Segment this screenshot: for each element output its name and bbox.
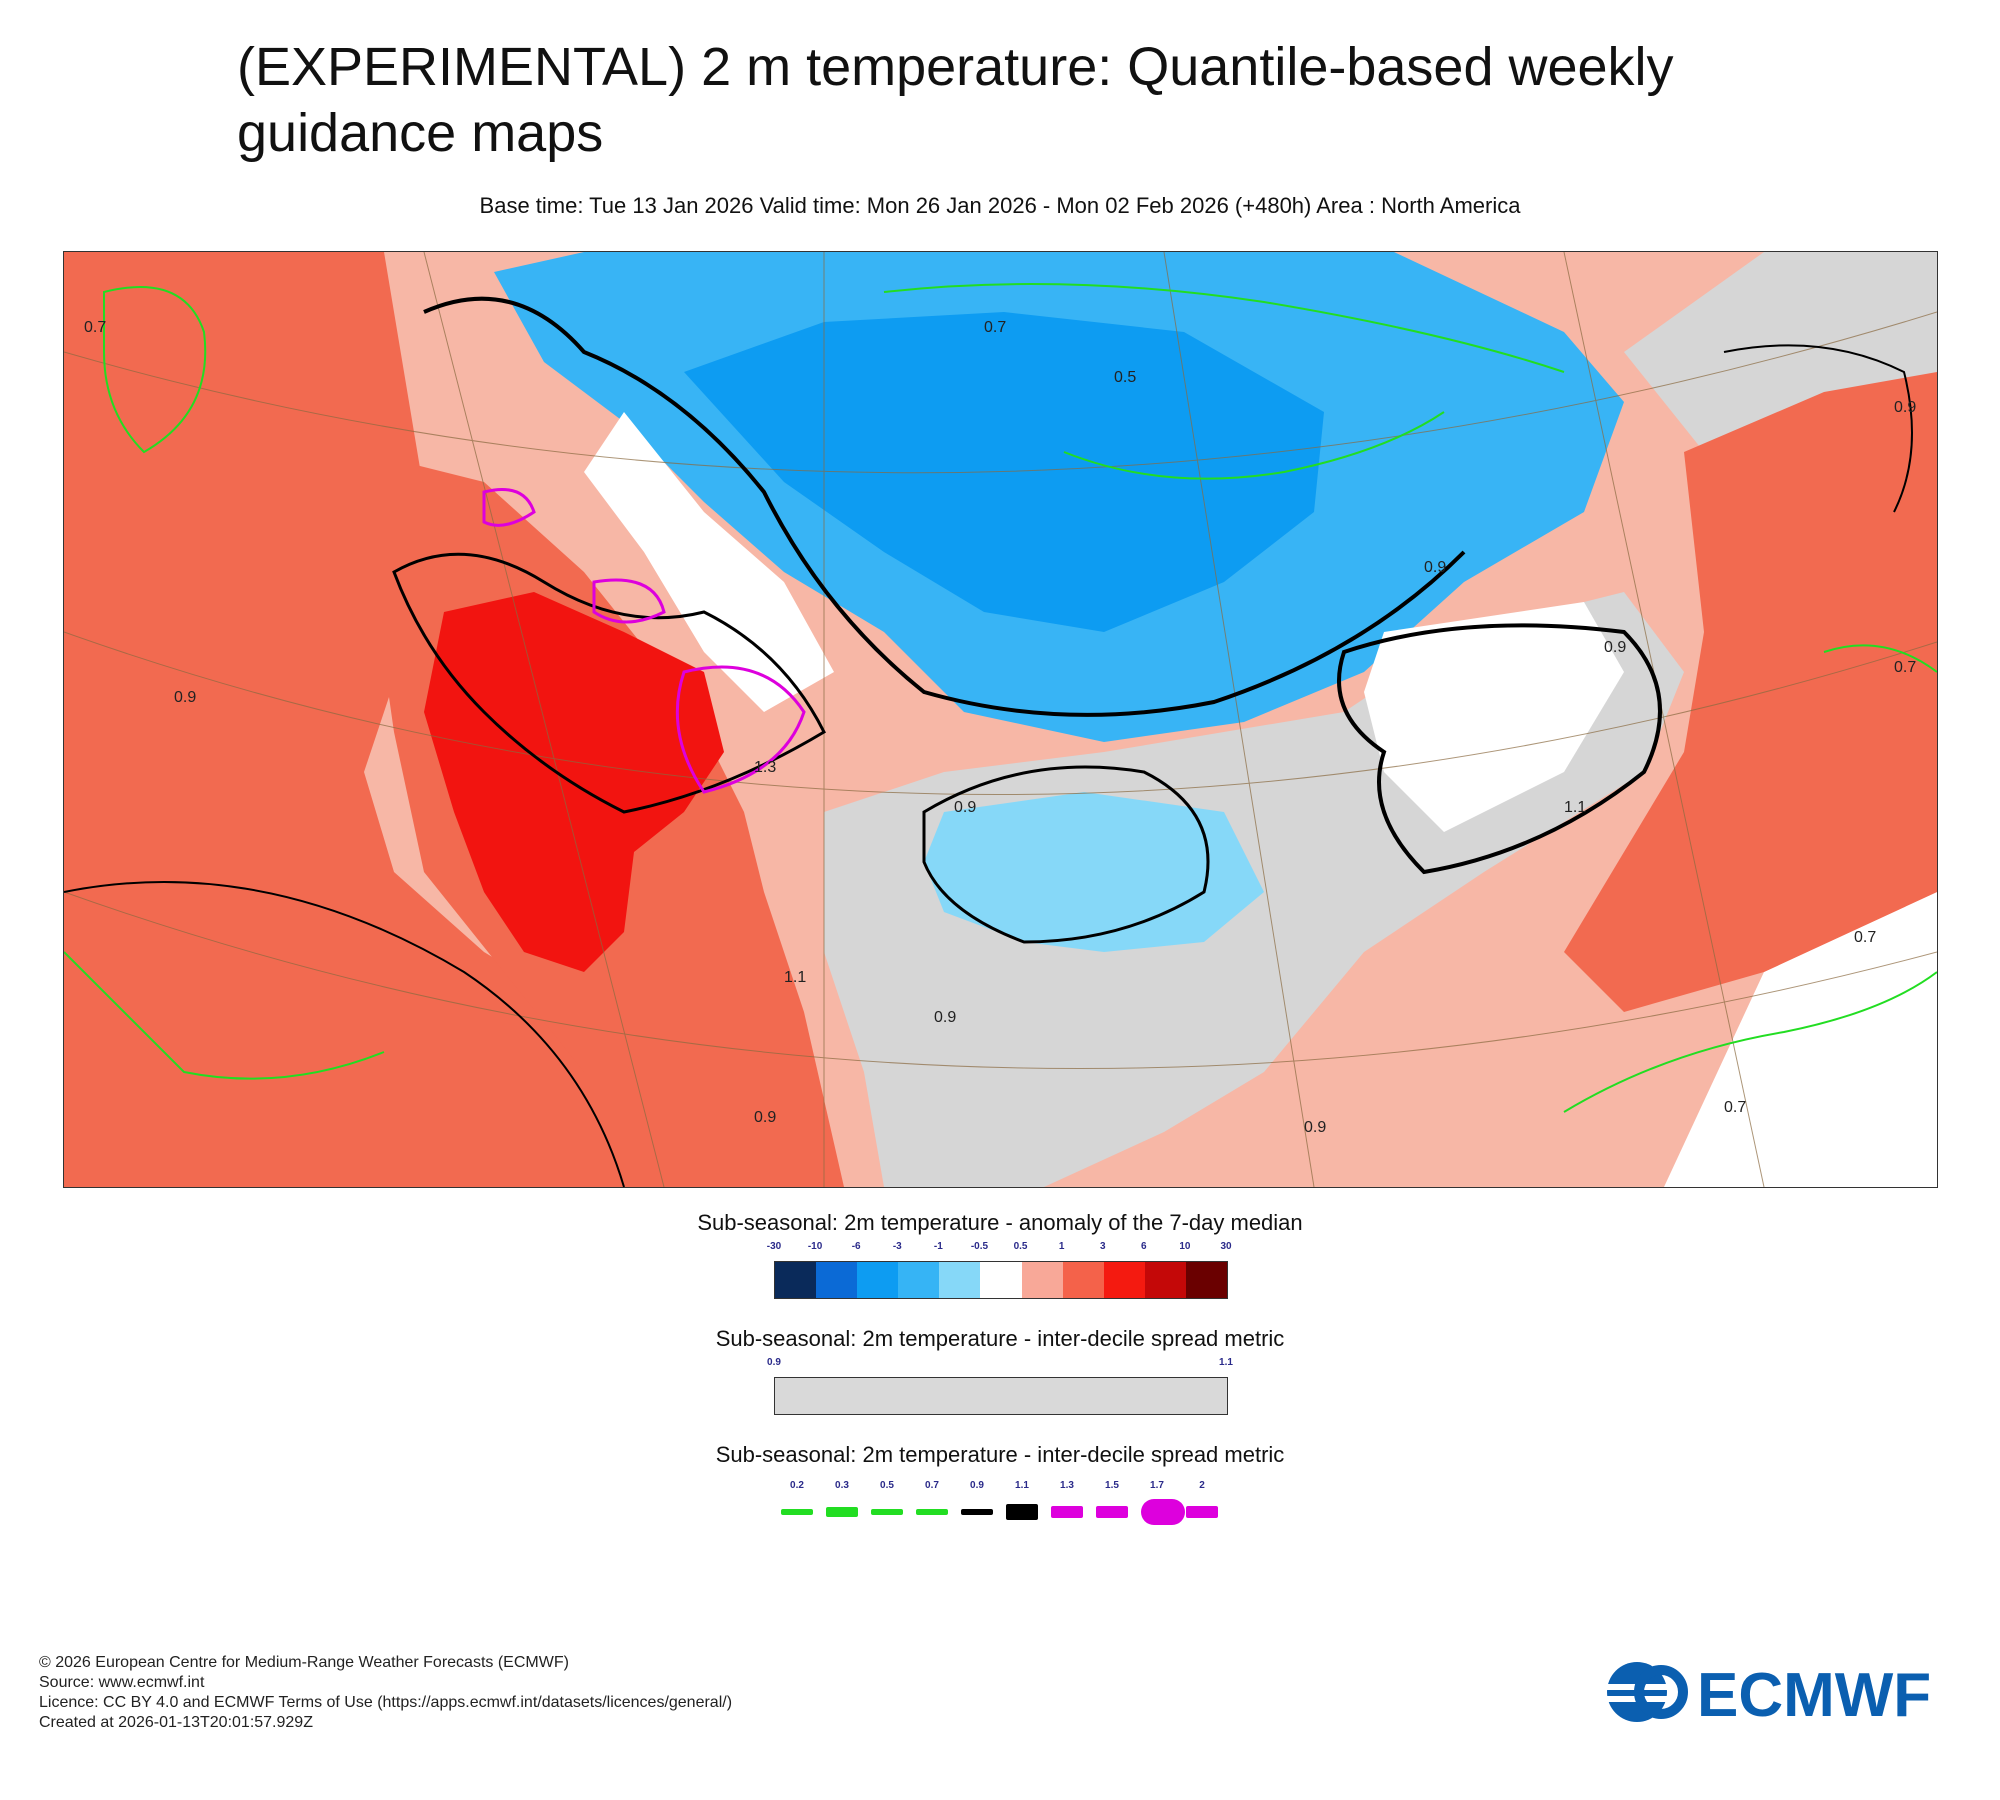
contour-label: 0.9 bbox=[1424, 559, 1446, 576]
spread-legend-title: Sub-seasonal: 2m temperature - inter-dec… bbox=[715, 1326, 1285, 1351]
line-tick: 1.3 bbox=[1060, 1480, 1074, 1491]
graticule bbox=[64, 252, 1937, 1187]
page-title: (EXPERIMENTAL) 2 m temperature: Quantile… bbox=[237, 37, 1674, 163]
contour-label: 0.7 bbox=[1894, 659, 1916, 676]
caribbean-neutral-region bbox=[1664, 892, 1937, 1187]
line-swatch bbox=[871, 1509, 903, 1515]
rocky-hot-region bbox=[424, 592, 724, 972]
colorbar-segment bbox=[1103, 1262, 1145, 1298]
spread-tick: 0.9 bbox=[767, 1357, 781, 1368]
footer: © 2026 European Centre for Medium-Range … bbox=[39, 1653, 732, 1733]
contour-label: 0.9 bbox=[754, 1109, 776, 1126]
colorbar-segment bbox=[1185, 1262, 1228, 1298]
spread-contours bbox=[64, 283, 1937, 1187]
spread-tick: 1.1 bbox=[1219, 1357, 1233, 1368]
line-swatch bbox=[1006, 1504, 1038, 1520]
anomaly-tick: -10 bbox=[807, 1241, 823, 1252]
line-tick: 1.7 bbox=[1150, 1480, 1164, 1491]
anomaly-tick: 10 bbox=[1179, 1241, 1191, 1252]
anomaly-tick: -6 bbox=[851, 1241, 861, 1252]
contour-label: 0.9 bbox=[1304, 1119, 1326, 1136]
southeast-cool-region bbox=[924, 792, 1264, 952]
pacific-warm-region bbox=[64, 252, 624, 1187]
contour-label: 0.7 bbox=[984, 319, 1006, 336]
contour-label: 0.9 bbox=[954, 799, 976, 816]
line-swatch bbox=[781, 1509, 813, 1515]
contour-label: 0.9 bbox=[1894, 399, 1916, 416]
line-swatch bbox=[916, 1509, 948, 1515]
colorbar-segment bbox=[816, 1262, 858, 1298]
contour-label: 0.7 bbox=[84, 319, 106, 336]
line-tick: 0.7 bbox=[925, 1480, 939, 1491]
contour-label: 0.5 bbox=[1114, 369, 1136, 386]
anomaly-tick: 0.5 bbox=[1013, 1241, 1028, 1252]
forecast-map[interactable]: 0.7 0.7 0.5 0.9 0.9 0.9 0.9 1.3 0.9 1.1 … bbox=[63, 251, 1938, 1188]
contour-labels: 0.7 0.7 0.5 0.9 0.9 0.9 0.9 1.3 0.9 1.1 … bbox=[84, 319, 1916, 1136]
anomaly-tick: 1 bbox=[1058, 1241, 1065, 1252]
anomaly-tick: -1 bbox=[933, 1241, 943, 1252]
line-legend-title: Sub-seasonal: 2m temperature - inter-dec… bbox=[715, 1442, 1285, 1467]
colorbar-segment bbox=[898, 1262, 940, 1298]
colorbar-segment bbox=[1062, 1262, 1104, 1298]
contour-label: 0.9 bbox=[934, 1009, 956, 1026]
line-swatch bbox=[961, 1509, 993, 1515]
colorbar-segment bbox=[1021, 1262, 1063, 1298]
anomaly-tick: 6 bbox=[1141, 1241, 1147, 1252]
colorbar-segment bbox=[857, 1262, 899, 1298]
colorbar-segment bbox=[775, 1262, 817, 1298]
created-text: Created at 2026-01-13T20:01:57.929Z bbox=[39, 1714, 313, 1731]
contour-label: 0.9 bbox=[174, 689, 196, 706]
anomaly-legend-title: Sub-seasonal: 2m temperature - anomaly o… bbox=[697, 1210, 1303, 1235]
anomaly-colorbar bbox=[774, 1261, 1228, 1299]
contour-label: 0.7 bbox=[1724, 1099, 1746, 1116]
line-tick: 0.2 bbox=[790, 1480, 804, 1491]
line-swatch bbox=[1186, 1506, 1218, 1518]
line-tick: 1.1 bbox=[1015, 1480, 1029, 1491]
licence-text: Licence: CC BY 4.0 and ECMWF Terms of Us… bbox=[39, 1694, 733, 1711]
line-swatch bbox=[826, 1507, 858, 1517]
anomaly-tick: -30 bbox=[766, 1241, 782, 1252]
line-legend-key: 0.2 0.3 0.5 0.7 0.9 1.1 1.3 1.5 1.7 2 bbox=[770, 1480, 1230, 1540]
contour-label: 1.1 bbox=[1564, 799, 1586, 816]
colorbar-segment bbox=[1144, 1262, 1186, 1298]
contour-label: 0.7 bbox=[1854, 929, 1876, 946]
line-tick: 2 bbox=[1199, 1480, 1205, 1491]
anomaly-tick: 30 bbox=[1220, 1241, 1232, 1252]
ecmwf-logo: ECMWF bbox=[1605, 1661, 1931, 1724]
core-cold-region bbox=[684, 312, 1324, 632]
spread-legend-ticks: 0.9 1.1 bbox=[758, 1357, 1242, 1371]
spread-colorbar bbox=[774, 1377, 1228, 1415]
contour-label: 0.9 bbox=[1604, 639, 1626, 656]
atlantic-warm-region bbox=[1564, 372, 1937, 1012]
colorbar-segment bbox=[980, 1262, 1022, 1298]
line-tick: 1.5 bbox=[1105, 1480, 1119, 1491]
line-swatch bbox=[1141, 1499, 1185, 1525]
line-tick: 0.5 bbox=[880, 1480, 894, 1491]
line-tick: 0.9 bbox=[970, 1480, 984, 1491]
map-subtitle: Base time: Tue 13 Jan 2026 Valid time: M… bbox=[479, 193, 1521, 218]
contour-label: 1.1 bbox=[784, 969, 806, 986]
copyright-text: © 2026 European Centre for Medium-Range … bbox=[39, 1654, 569, 1671]
ecmwf-logo-text: ECMWF bbox=[1697, 1661, 1931, 1724]
anomaly-legend-ticks: -30 -10 -6 -3 -1 -0.5 0.5 1 3 6 10 30 bbox=[758, 1241, 1242, 1255]
ecmwf-logo-icon bbox=[1605, 1662, 1691, 1722]
contour-label: 1.3 bbox=[754, 759, 776, 776]
source-text: Source: www.ecmwf.int bbox=[39, 1674, 205, 1691]
atlantic-neutral-region bbox=[1364, 602, 1624, 832]
anomaly-tick: 3 bbox=[1099, 1241, 1106, 1252]
anomaly-tick: -0.5 bbox=[970, 1241, 989, 1252]
anomaly-tick: -3 bbox=[892, 1241, 902, 1252]
colorbar-segment bbox=[939, 1262, 981, 1298]
line-swatch bbox=[1051, 1506, 1083, 1518]
plains-neutral-region bbox=[584, 412, 834, 712]
map-canvas: 0.7 0.7 0.5 0.9 0.9 0.9 0.9 1.3 0.9 1.1 … bbox=[64, 252, 1937, 1187]
line-tick: 0.3 bbox=[835, 1480, 849, 1491]
line-swatch bbox=[1096, 1506, 1128, 1518]
